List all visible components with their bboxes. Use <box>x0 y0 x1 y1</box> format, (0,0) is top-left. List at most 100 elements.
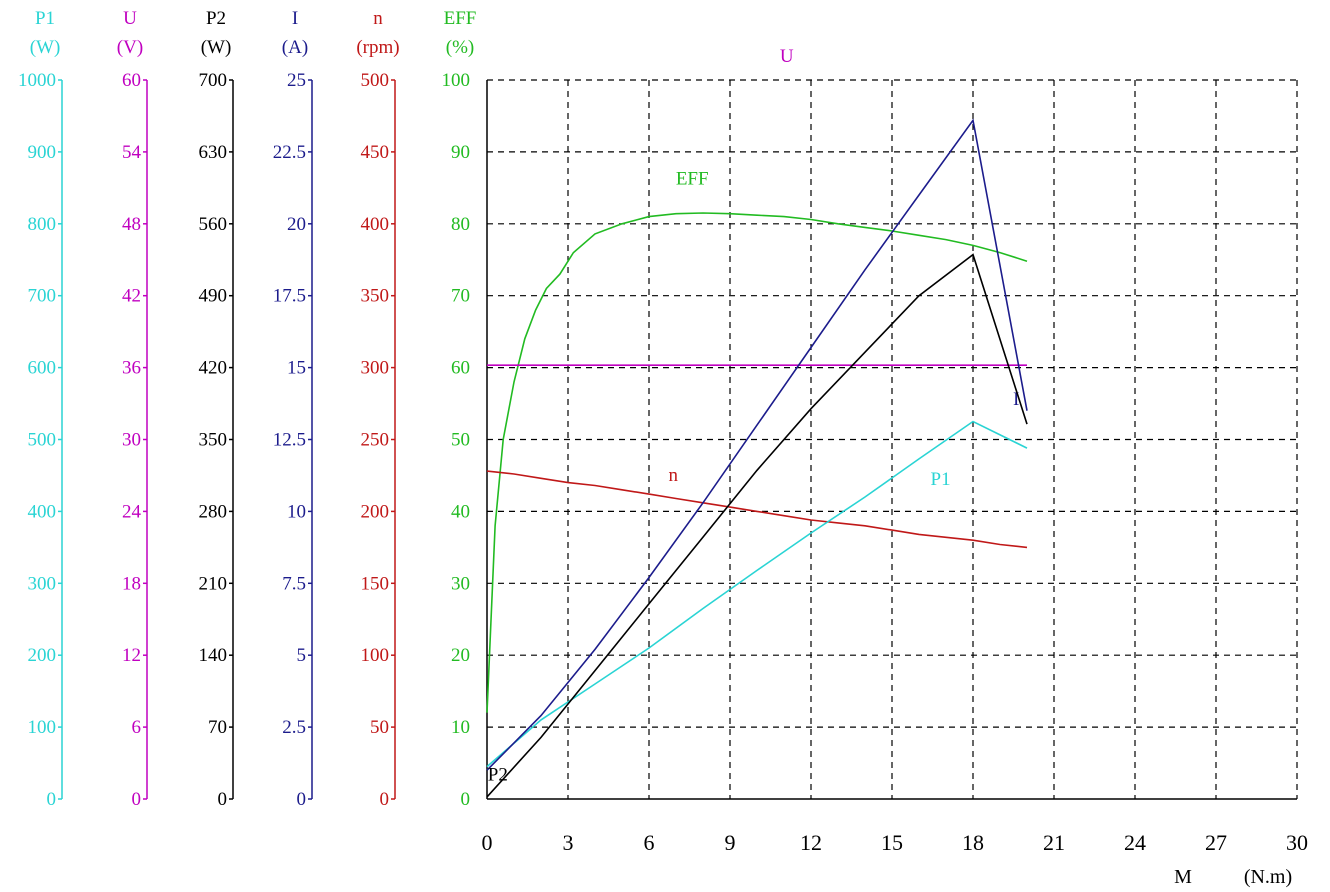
axis-tick-label-EFF: 50 <box>451 430 470 451</box>
axis-tick-label-U: 30 <box>122 430 141 451</box>
axis-tick-label-U: 24 <box>122 501 142 522</box>
x-tick-label: 6 <box>644 830 655 855</box>
axis-tick-label-U: 36 <box>122 358 141 379</box>
axis-tick-label-P2: 70 <box>208 717 227 738</box>
axis-tick-label-P2: 350 <box>199 430 228 451</box>
axis-tick-label-P1: 1000 <box>18 70 56 91</box>
x-tick-label: 9 <box>725 830 736 855</box>
axis-tick-label-P2: 700 <box>199 70 228 91</box>
axis-tick-label-U: 12 <box>122 645 141 666</box>
axis-tick-label-n: 400 <box>361 214 390 235</box>
axis-tick-label-P2: 420 <box>199 358 228 379</box>
axis-tick-label-P1: 600 <box>28 358 57 379</box>
axis-tick-label-I: 20 <box>287 214 306 235</box>
x-tick-label: 0 <box>482 830 493 855</box>
axis-tick-label-EFF: 0 <box>461 789 471 810</box>
axis-tick-label-EFF: 30 <box>451 573 470 594</box>
axis-tick-label-U: 42 <box>122 286 141 307</box>
x-tick-label: 3 <box>563 830 574 855</box>
axis-tick-label-P2: 630 <box>199 142 228 163</box>
axis-tick-label-I: 2.5 <box>282 717 306 738</box>
axis-tick-label-P2: 140 <box>199 645 228 666</box>
x-tick-label: 18 <box>962 830 984 855</box>
axis-title-n: n <box>373 8 383 29</box>
x-axis-unit: (N.m) <box>1244 866 1292 888</box>
axis-unit-EFF: (%) <box>446 37 474 58</box>
axis-tick-label-U: 54 <box>122 142 142 163</box>
axis-tick-label-P1: 300 <box>28 573 57 594</box>
axis-tick-label-n: 200 <box>361 501 390 522</box>
axis-tick-label-P1: 900 <box>28 142 57 163</box>
series-label-U: U <box>780 46 794 67</box>
axis-tick-label-n: 350 <box>361 286 390 307</box>
x-tick-label: 24 <box>1124 830 1146 855</box>
axis-tick-label-I: 12.5 <box>273 430 306 451</box>
x-axis-label: M <box>1174 866 1192 888</box>
axis-tick-label-I: 22.5 <box>273 142 306 163</box>
axis-unit-P1: (W) <box>30 37 61 58</box>
axis-tick-label-P1: 500 <box>28 430 57 451</box>
axis-tick-label-EFF: 100 <box>442 70 471 91</box>
axis-tick-label-I: 0 <box>297 789 307 810</box>
axis-unit-n: (rpm) <box>356 37 399 58</box>
axis-title-EFF: EFF <box>444 8 477 29</box>
axis-tick-label-U: 0 <box>132 789 142 810</box>
axis-tick-label-I: 15 <box>287 358 306 379</box>
axis-tick-label-n: 100 <box>361 645 390 666</box>
axis-unit-P2: (W) <box>201 37 232 58</box>
axis-tick-label-P1: 800 <box>28 214 57 235</box>
axis-tick-label-P2: 210 <box>199 573 228 594</box>
axis-tick-label-n: 0 <box>380 789 390 810</box>
axis-tick-label-EFF: 70 <box>451 286 470 307</box>
axis-tick-label-P1: 200 <box>28 645 57 666</box>
axis-tick-label-I: 5 <box>297 645 307 666</box>
series-label-P1: P1 <box>931 469 951 490</box>
x-tick-label: 12 <box>800 830 822 855</box>
series-label-P2: P2 <box>488 765 508 786</box>
axis-title-I: I <box>292 8 298 29</box>
series-line-EFF <box>486 212 1028 713</box>
axis-tick-label-P2: 490 <box>199 286 228 307</box>
axis-tick-label-P2: 0 <box>218 789 228 810</box>
axis-tick-label-n: 50 <box>370 717 389 738</box>
axis-tick-label-P2: 280 <box>199 501 228 522</box>
axis-tick-label-U: 18 <box>122 573 141 594</box>
axis-tick-label-n: 500 <box>361 70 390 91</box>
axis-tick-label-P2: 560 <box>199 214 228 235</box>
axis-tick-label-n: 450 <box>361 142 390 163</box>
x-tick-label: 21 <box>1043 830 1065 855</box>
axis-tick-label-U: 48 <box>122 214 141 235</box>
axis-tick-label-I: 17.5 <box>273 286 306 307</box>
axis-title-P1: P1 <box>35 8 55 29</box>
axis-tick-label-EFF: 80 <box>451 214 470 235</box>
axis-tick-label-EFF: 60 <box>451 358 470 379</box>
x-tick-label: 27 <box>1205 830 1227 855</box>
axis-unit-I: (A) <box>282 37 308 58</box>
axis-tick-label-P1: 700 <box>28 286 57 307</box>
axis-tick-label-I: 10 <box>287 501 306 522</box>
axis-tick-label-n: 250 <box>361 430 390 451</box>
axis-title-U: U <box>123 8 137 29</box>
axis-tick-label-P1: 400 <box>28 501 57 522</box>
axis-tick-label-EFF: 40 <box>451 501 470 522</box>
series-line-P2 <box>486 253 1028 798</box>
x-tick-label: 30 <box>1286 830 1308 855</box>
axis-tick-label-U: 6 <box>132 717 142 738</box>
x-tick-label: 15 <box>881 830 903 855</box>
axis-tick-label-P1: 0 <box>47 789 57 810</box>
axis-tick-label-P1: 100 <box>28 717 57 738</box>
series-label-n: n <box>669 465 679 486</box>
series-line-n <box>486 470 1028 549</box>
series-label-EFF: EFF <box>676 168 709 189</box>
axis-tick-label-I: 25 <box>287 70 306 91</box>
axis-tick-label-I: 7.5 <box>282 573 306 594</box>
series-line-I <box>486 118 1028 771</box>
axis-tick-label-EFF: 90 <box>451 142 470 163</box>
axis-tick-label-U: 60 <box>122 70 141 91</box>
axis-unit-U: (V) <box>117 37 143 58</box>
axis-tick-label-EFF: 10 <box>451 717 470 738</box>
axis-title-P2: P2 <box>206 8 226 29</box>
axis-tick-label-n: 300 <box>361 358 390 379</box>
